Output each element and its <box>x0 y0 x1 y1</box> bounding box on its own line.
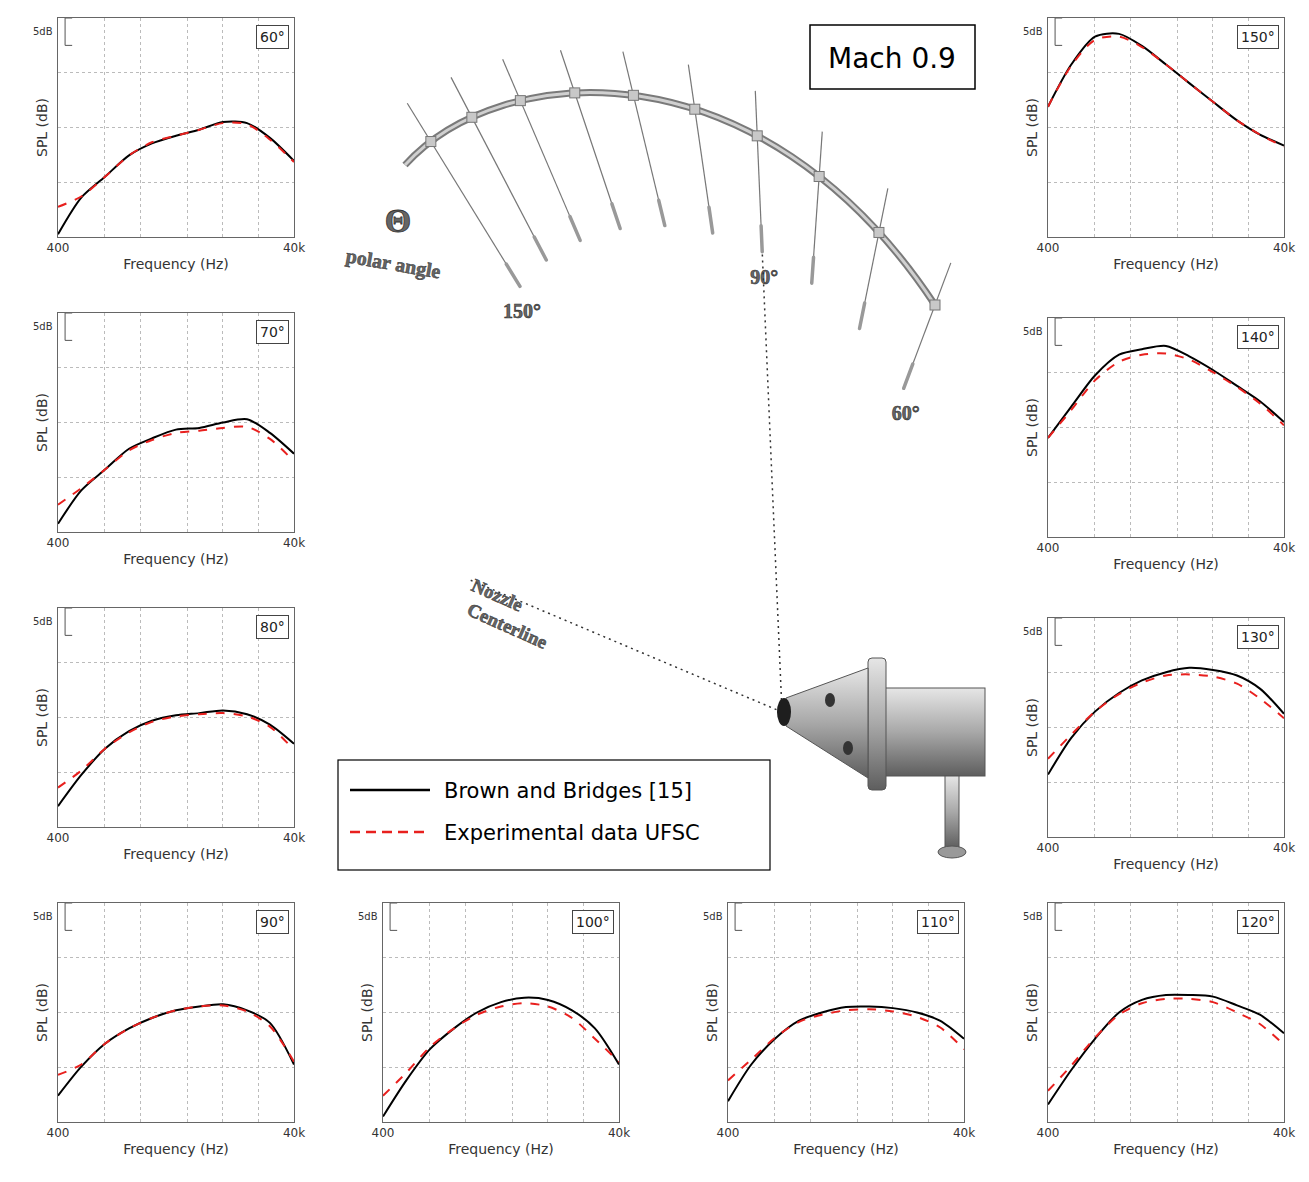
svg-text:Θ: Θ <box>385 202 411 239</box>
svg-text:SPL (dB): SPL (dB) <box>359 983 375 1042</box>
svg-text:60°: 60° <box>260 29 285 45</box>
svg-text:SPL (dB): SPL (dB) <box>1024 983 1040 1042</box>
svg-text:Frequency (Hz): Frequency (Hz) <box>448 1141 554 1157</box>
svg-text:SPL (dB): SPL (dB) <box>704 983 720 1042</box>
svg-text:Frequency (Hz): Frequency (Hz) <box>1113 1141 1219 1157</box>
svg-text:Frequency (Hz): Frequency (Hz) <box>123 846 229 862</box>
svg-text:70°: 70° <box>260 324 285 340</box>
svg-text:100°: 100° <box>576 914 610 930</box>
svg-text:400: 400 <box>717 1126 740 1140</box>
svg-text:Nozzle: Nozzle <box>468 574 527 616</box>
svg-text:SPL (dB): SPL (dB) <box>1024 398 1040 457</box>
svg-text:SPL (dB): SPL (dB) <box>1024 98 1040 157</box>
svg-text:90°: 90° <box>750 265 779 288</box>
svg-text:140°: 140° <box>1241 329 1275 345</box>
svg-text:40k: 40k <box>1273 841 1295 855</box>
svg-text:40k: 40k <box>953 1126 975 1140</box>
svg-text:400: 400 <box>372 1126 395 1140</box>
svg-text:5dB: 5dB <box>33 321 53 332</box>
svg-text:40k: 40k <box>1273 541 1295 555</box>
svg-text:Centerline: Centerline <box>464 599 551 653</box>
svg-text:40k: 40k <box>283 831 305 845</box>
svg-text:Frequency (Hz): Frequency (Hz) <box>123 256 229 272</box>
svg-text:SPL (dB): SPL (dB) <box>34 688 50 747</box>
svg-text:130°: 130° <box>1241 629 1275 645</box>
svg-text:400: 400 <box>1037 841 1060 855</box>
svg-text:Frequency (Hz): Frequency (Hz) <box>1113 856 1219 872</box>
svg-text:40k: 40k <box>283 241 305 255</box>
svg-text:Frequency (Hz): Frequency (Hz) <box>123 551 229 567</box>
svg-text:120°: 120° <box>1241 914 1275 930</box>
svg-text:110°: 110° <box>921 914 955 930</box>
svg-text:Brown and Bridges [15]: Brown and Bridges [15] <box>444 779 692 803</box>
svg-text:SPL (dB): SPL (dB) <box>34 393 50 452</box>
svg-text:5dB: 5dB <box>33 911 53 922</box>
svg-text:SPL (dB): SPL (dB) <box>1024 698 1040 757</box>
svg-text:5dB: 5dB <box>1023 911 1043 922</box>
svg-text:150°: 150° <box>1241 29 1275 45</box>
svg-text:5dB: 5dB <box>1023 26 1043 37</box>
svg-text:60°: 60° <box>892 402 920 424</box>
svg-text:5dB: 5dB <box>33 26 53 37</box>
svg-text:5dB: 5dB <box>33 616 53 627</box>
svg-text:Frequency (Hz): Frequency (Hz) <box>793 1141 899 1157</box>
svg-text:5dB: 5dB <box>1023 326 1043 337</box>
svg-text:150°: 150° <box>503 300 541 322</box>
svg-text:SPL (dB): SPL (dB) <box>34 98 50 157</box>
svg-text:400: 400 <box>47 1126 70 1140</box>
svg-text:polar angle: polar angle <box>344 244 442 283</box>
svg-text:Mach 0.9: Mach 0.9 <box>828 42 956 75</box>
svg-text:80°: 80° <box>260 619 285 635</box>
svg-text:Frequency (Hz): Frequency (Hz) <box>1113 256 1219 272</box>
svg-text:40k: 40k <box>1273 1126 1295 1140</box>
svg-text:40k: 40k <box>283 1126 305 1140</box>
svg-text:40k: 40k <box>608 1126 630 1140</box>
svg-text:400: 400 <box>1037 241 1060 255</box>
svg-text:400: 400 <box>1037 541 1060 555</box>
svg-text:400: 400 <box>1037 1126 1060 1140</box>
svg-text:Frequency (Hz): Frequency (Hz) <box>1113 556 1219 572</box>
svg-text:Experimental data UFSC: Experimental data UFSC <box>444 821 700 845</box>
svg-text:90°: 90° <box>260 914 285 930</box>
svg-text:400: 400 <box>47 831 70 845</box>
svg-text:40k: 40k <box>1273 241 1295 255</box>
svg-text:5dB: 5dB <box>1023 626 1043 637</box>
svg-text:Frequency (Hz): Frequency (Hz) <box>123 1141 229 1157</box>
svg-text:5dB: 5dB <box>703 911 723 922</box>
svg-text:SPL (dB): SPL (dB) <box>34 983 50 1042</box>
svg-text:400: 400 <box>47 536 70 550</box>
svg-text:40k: 40k <box>283 536 305 550</box>
svg-text:400: 400 <box>47 241 70 255</box>
svg-text:5dB: 5dB <box>358 911 378 922</box>
